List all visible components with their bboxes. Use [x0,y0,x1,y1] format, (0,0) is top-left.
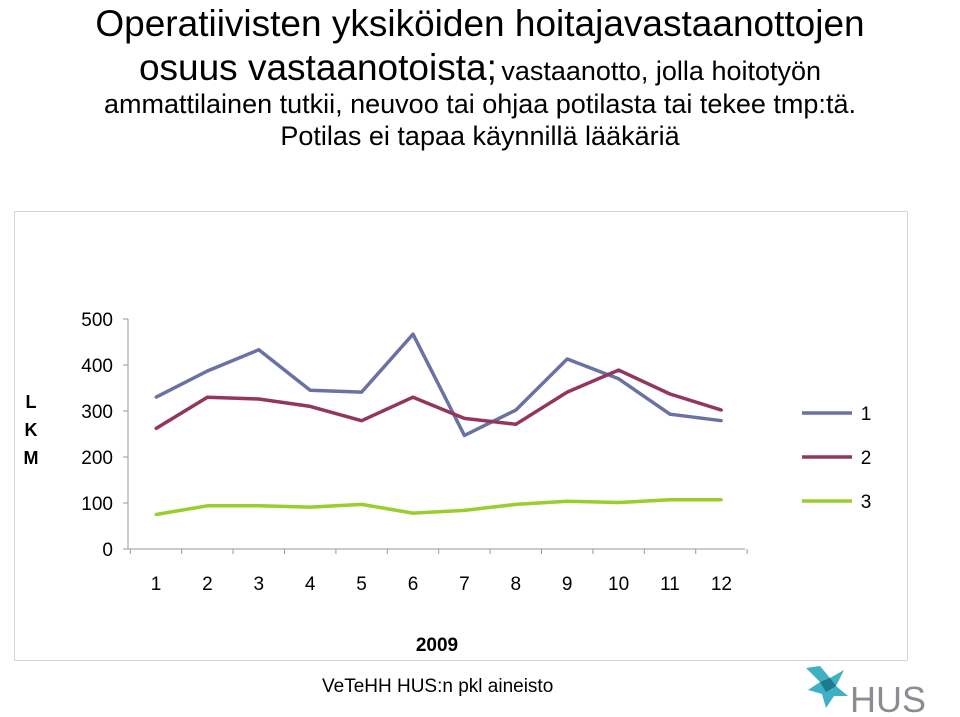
series-line-1 [155,332,722,438]
data-point-series-3 [719,498,723,502]
title-desc-part2: ammattilainen tutkii, neuvoo tai ohjaa p… [104,89,856,120]
data-point-series-2 [462,416,466,420]
legend-label-3: 3 [861,492,872,513]
hus-logo-icon [806,666,848,708]
x-tick-label: 8 [511,574,522,595]
x-tick-label: 5 [356,574,367,595]
series-line-3 [155,498,722,517]
data-point-series-2 [719,408,723,412]
title-desc-part1: vastaanotto, jolla hoitotyön [501,55,822,86]
data-point-series-2 [257,397,261,401]
y-axis-label-letter: L [26,392,37,412]
chart-frame [14,211,908,661]
chart-title: Operatiivisten yksiköiden hoitajavastaan… [0,2,960,153]
hus-logo: HUS [806,666,926,717]
y-tick-label: 200 [81,448,113,469]
title-main-line2: osuus vastaanotoista; [138,46,497,88]
legend-label-1: 1 [861,404,872,425]
x-tick-label: 9 [562,574,573,595]
source-note: VeTeHH HUS:n pkl aineisto [322,676,554,697]
data-point-series-1 [565,357,569,361]
x-tick-label: 12 [711,574,732,595]
data-point-series-1 [360,390,364,394]
x-tick-label: 2 [202,574,213,595]
data-point-series-2 [154,426,158,430]
x-tick-label: 6 [408,574,419,595]
x-tick-label: 4 [305,574,316,595]
data-point-series-2 [514,422,518,426]
data-point-series-3 [462,508,466,512]
x-axis-label: 2009 [416,635,458,656]
x-tick-label: 11 [660,574,680,595]
data-point-series-3 [308,505,312,509]
y-tick-label: 300 [81,402,113,423]
y-tick-label: 400 [81,356,113,377]
data-point-series-3 [514,502,518,506]
data-point-series-2 [617,368,621,372]
legend-label-2: 2 [861,448,872,469]
data-point-series-1 [462,433,466,437]
data-point-series-1 [205,369,209,373]
data-point-series-3 [411,511,415,515]
data-point-series-1 [719,419,723,423]
x-tick-label: 7 [459,574,470,595]
data-point-series-3 [617,501,621,505]
y-tick-label: 500 [81,310,113,331]
data-point-series-2 [360,419,364,423]
data-point-series-2 [411,395,415,399]
data-point-series-3 [257,504,261,508]
y-tick-label: 0 [102,540,113,561]
data-point-series-2 [308,404,312,408]
x-tick-label: 10 [608,574,629,595]
data-point-series-2 [565,390,569,394]
series-line-2 [155,368,722,430]
title-desc-part3: Potilas ei tapaa käynnillä lääkäriä [280,121,680,152]
data-point-series-2 [205,395,209,399]
y-axis-label-letter: K [25,420,38,440]
data-point-series-1 [617,377,621,381]
data-point-series-1 [257,348,261,352]
data-point-series-1 [308,388,312,392]
data-point-series-3 [565,499,569,503]
x-tick-label: 1 [151,574,162,595]
data-point-series-3 [360,502,364,506]
data-point-series-3 [205,504,209,508]
title-main: Operatiivisten yksiköiden hoitajavastaan… [95,3,865,44]
data-point-series-1 [154,395,158,399]
logo-text: HUS [850,679,926,717]
data-point-series-1 [668,412,672,416]
data-point-series-1 [411,332,415,336]
data-point-series-1 [514,408,518,412]
data-point-series-2 [668,392,672,396]
data-point-series-3 [668,498,672,502]
data-point-series-3 [154,513,158,516]
x-tick-label: 3 [254,574,265,595]
y-axis-label-letter: M [24,448,39,468]
y-tick-label: 100 [81,494,113,515]
